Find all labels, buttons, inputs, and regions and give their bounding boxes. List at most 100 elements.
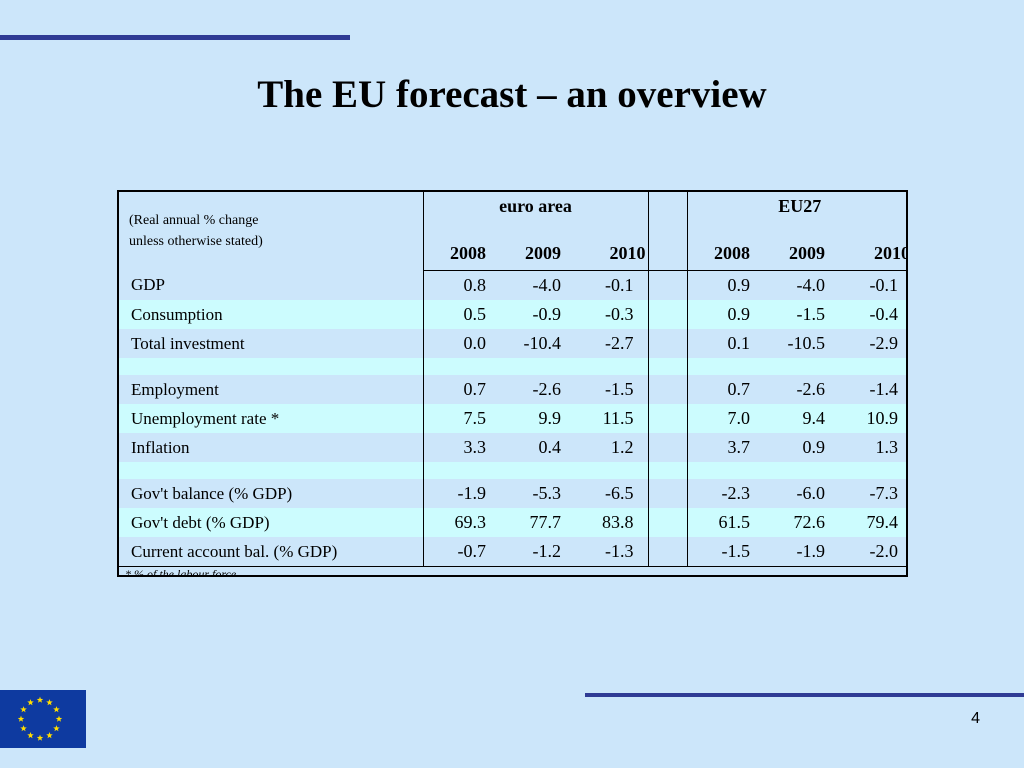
euro-area-value: 0.5 (422, 300, 498, 329)
euro-area-value: -1.5 (573, 375, 648, 404)
year-header: 2008 (422, 230, 498, 271)
eu27-value: 61.5 (687, 508, 762, 537)
year-header: 2010 (837, 230, 906, 271)
eu27-value: 10.9 (837, 404, 906, 433)
eu27-value: -1.5 (762, 300, 837, 329)
table-body: GDP 0.8 -4.0 -0.1 0.9 -4.0 -0.1 Consumption 0.5-… (119, 270, 906, 567)
row-label: Consumption (119, 300, 423, 329)
page-number: 4 (971, 710, 980, 727)
eu27-value: -1.5 (687, 537, 762, 567)
row-label: Current account bal. (% GDP) (119, 537, 423, 567)
spacer-row (119, 462, 906, 479)
table-note-line2: unless otherwise stated) (129, 234, 263, 250)
eu27-value: 0.9 (762, 433, 837, 462)
top-accent-rule (0, 35, 350, 40)
flag-star (27, 732, 34, 739)
euro-area-value: -4.0 (498, 270, 573, 300)
flag-star (36, 734, 44, 741)
eu27-value: -10.5 (762, 329, 837, 358)
euro-area-value: 77.7 (498, 508, 573, 537)
eu-flag-stars (17, 696, 63, 741)
eu27-value: -4.0 (762, 270, 837, 300)
eu27-value: 1.3 (837, 433, 906, 462)
eu27-value: -2.0 (837, 537, 906, 567)
flag-star (20, 706, 27, 713)
eu27-value: -7.3 (837, 479, 906, 508)
spacer-cell (422, 462, 648, 479)
euro-area-value: -10.4 (498, 329, 573, 358)
euro-area-value: 69.3 (422, 508, 498, 537)
group-gap (647, 375, 688, 404)
eu27-value: 0.9 (687, 300, 762, 329)
flag-star (53, 725, 60, 732)
euro-area-value: 7.5 (422, 404, 498, 433)
flag-star (36, 696, 44, 703)
group-gap (647, 300, 688, 329)
group-gap (647, 404, 688, 433)
eu27-value: -2.9 (837, 329, 906, 358)
eu27-value: -2.6 (762, 375, 837, 404)
euro-area-value: -5.3 (498, 479, 573, 508)
eu27-value: 3.7 (687, 433, 762, 462)
euro-area-value: -1.9 (422, 479, 498, 508)
year-header: 2009 (498, 230, 573, 271)
spacer-cell (687, 358, 906, 375)
year-header: 2009 (762, 230, 837, 271)
table-row: Inflation 3.3 0.4 1.2 3.7 0.9 1.3 (119, 433, 906, 462)
forecast-table: (Real annual % change unless otherwise s… (117, 190, 908, 577)
euro-area-value: 0.8 (422, 270, 498, 300)
euro-area-value: 0.4 (498, 433, 573, 462)
euro-area-value: -0.3 (573, 300, 648, 329)
row-label: GDP (119, 270, 423, 300)
eu27-value: -0.1 (837, 270, 906, 300)
group-gap (647, 433, 688, 462)
group-gap (647, 329, 688, 358)
flag-star (17, 715, 25, 722)
group-gap (647, 192, 688, 230)
euro-area-value: 11.5 (573, 404, 648, 433)
eu27-value: -6.0 (762, 479, 837, 508)
eu-flag-icon (0, 690, 86, 748)
row-label: Total investment (119, 329, 423, 358)
eu27-value: -1.9 (762, 537, 837, 567)
table-row: Current account bal. (% GDP) -0.7 -1.2 -1.3… (119, 537, 906, 567)
eu27-value: 0.7 (687, 375, 762, 404)
table-row: Employment 0.7 -2.6 -1.5 0.7 -2.6 -1.4 (119, 375, 906, 404)
year-header: 2008 (687, 230, 762, 271)
row-label: Gov't debt (% GDP) (119, 508, 423, 537)
euro-area-value: 83.8 (573, 508, 648, 537)
euro-area-value: -6.5 (573, 479, 648, 508)
eu27-value: 0.9 (687, 270, 762, 300)
spacer-cell (422, 358, 648, 375)
eu27-value: 79.4 (837, 508, 906, 537)
eu27-value: 0.1 (687, 329, 762, 358)
euro-area-value: -0.1 (573, 270, 648, 300)
table-note-line1: (Real annual % change (129, 213, 259, 229)
table-row: Total investment 0.0 -10.4 -2.7 0.1 -10.5 -2.9 (119, 329, 906, 358)
euro-area-value: -1.3 (573, 537, 648, 567)
eu27-value: -2.3 (687, 479, 762, 508)
row-label: Inflation (119, 433, 423, 462)
eu27-value: 7.0 (687, 404, 762, 433)
table-note: (Real annual % change unless otherwise s… (119, 192, 423, 271)
table-row: GDP 0.8 -4.0 -0.1 0.9 -4.0 -0.1 (119, 270, 906, 300)
group-gap (647, 508, 688, 537)
row-label: Unemployment rate * (119, 404, 423, 433)
group-gap (647, 358, 688, 375)
eu27-value: 72.6 (762, 508, 837, 537)
group-header-euro-area: euro area (422, 192, 648, 230)
eu27-value: 9.4 (762, 404, 837, 433)
table-row: Unemployment rate * 7.5 9.9 11.5 7.0 9.4 10.9 (119, 404, 906, 433)
flag-star (53, 706, 60, 713)
flag-star (55, 715, 63, 722)
group-gap (647, 479, 688, 508)
table-row: Gov't balance (% GDP) -1.9 -5.3 -6.5 -2.3 -6.… (119, 479, 906, 508)
euro-area-value: -1.2 (498, 537, 573, 567)
eu27-value: -0.4 (837, 300, 906, 329)
group-header-eu27: EU27 (778, 196, 822, 216)
euro-area-value: -0.9 (498, 300, 573, 329)
euro-area-value: -0.7 (422, 537, 498, 567)
table-row: Consumption 0.5 -0.9 -0.3 0.9 -1.5 -0.4 (119, 300, 906, 329)
spacer-cell (119, 358, 423, 375)
row-label: Employment (119, 375, 423, 404)
